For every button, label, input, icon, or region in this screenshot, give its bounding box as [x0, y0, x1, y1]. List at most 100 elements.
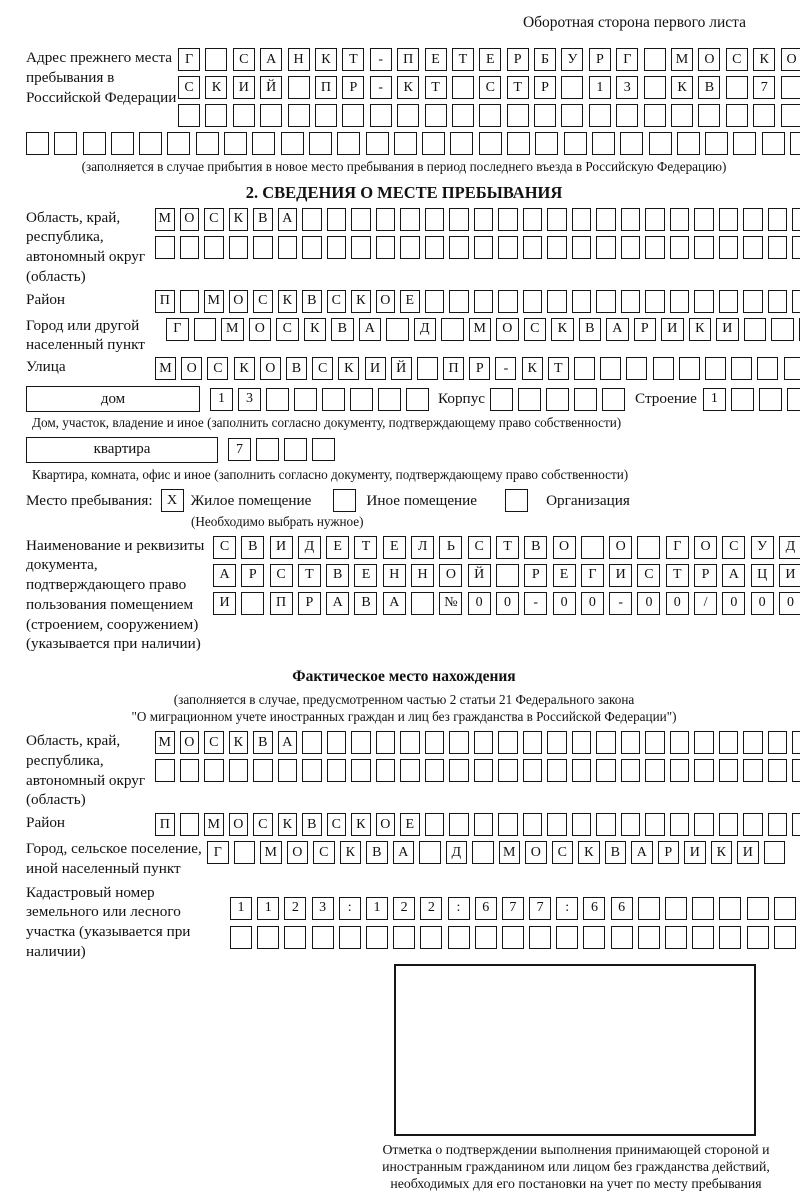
char-cell[interactable]: - [609, 592, 632, 615]
char-cell[interactable] [726, 76, 748, 99]
char-cell[interactable] [394, 132, 417, 155]
char-cell[interactable] [596, 208, 616, 231]
char-cell[interactable]: 6 [475, 897, 497, 920]
char-cell[interactable] [425, 290, 445, 313]
char-cell[interactable] [731, 357, 752, 380]
char-cell[interactable] [351, 759, 371, 782]
char-cell[interactable] [670, 208, 690, 231]
char-cell[interactable] [596, 290, 616, 313]
char-cell[interactable] [411, 592, 434, 615]
char-cell[interactable]: А [383, 592, 406, 615]
char-cell[interactable] [768, 208, 788, 231]
char-cell[interactable]: В [253, 731, 273, 754]
char-cell[interactable] [370, 104, 392, 127]
char-cell[interactable]: М [499, 841, 521, 864]
char-cell[interactable]: К [278, 290, 298, 313]
char-cell[interactable] [507, 104, 529, 127]
char-cell[interactable] [616, 104, 638, 127]
char-cell[interactable] [180, 236, 200, 259]
char-cell[interactable] [425, 236, 445, 259]
char-cell[interactable] [498, 759, 518, 782]
char-cell[interactable] [253, 759, 273, 782]
char-cell[interactable] [774, 926, 796, 949]
char-cell[interactable] [425, 208, 445, 231]
char-cell[interactable]: В [253, 208, 273, 231]
char-cell[interactable]: О [553, 536, 576, 559]
char-cell[interactable] [665, 897, 687, 920]
char-cell[interactable] [621, 208, 641, 231]
char-cell[interactable]: Е [400, 813, 420, 836]
char-cell[interactable] [792, 731, 800, 754]
char-cell[interactable] [719, 813, 739, 836]
char-cell[interactable] [397, 104, 419, 127]
char-cell[interactable] [694, 813, 714, 836]
char-cell[interactable] [768, 813, 788, 836]
char-cell[interactable] [653, 357, 674, 380]
char-cell[interactable]: И [716, 318, 739, 341]
char-cell[interactable]: А [393, 841, 415, 864]
char-cell[interactable] [26, 132, 49, 155]
char-cell[interactable] [547, 290, 567, 313]
char-cell[interactable] [449, 813, 469, 836]
char-cell[interactable]: В [302, 813, 322, 836]
char-cell[interactable]: Г [178, 48, 200, 71]
char-cell[interactable] [229, 236, 249, 259]
char-cell[interactable]: О [376, 813, 396, 836]
char-cell[interactable]: В [579, 318, 602, 341]
char-cell[interactable]: О [496, 318, 519, 341]
char-cell[interactable]: Т [496, 536, 519, 559]
char-cell[interactable]: В [605, 841, 627, 864]
char-cell[interactable] [581, 536, 604, 559]
char-cell[interactable] [284, 438, 307, 461]
char-cell[interactable]: В [286, 357, 307, 380]
char-cell[interactable] [204, 236, 224, 259]
char-cell[interactable] [449, 759, 469, 782]
char-cell[interactable]: 0 [496, 592, 519, 615]
char-cell[interactable]: К [340, 841, 362, 864]
char-cell[interactable] [572, 731, 592, 754]
char-cell[interactable] [547, 731, 567, 754]
char-cell[interactable] [692, 897, 714, 920]
char-cell[interactable]: Е [425, 48, 447, 71]
char-cell[interactable]: В [354, 592, 377, 615]
char-cell[interactable] [376, 759, 396, 782]
char-cell[interactable]: С [253, 290, 273, 313]
char-cell[interactable] [645, 236, 665, 259]
char-cell[interactable]: С [312, 357, 333, 380]
char-cell[interactable]: К [578, 841, 600, 864]
char-cell[interactable] [596, 236, 616, 259]
char-cell[interactable] [312, 438, 335, 461]
char-cell[interactable] [167, 132, 190, 155]
char-cell[interactable]: О [260, 357, 281, 380]
char-cell[interactable]: 0 [581, 592, 604, 615]
char-cell[interactable] [692, 926, 714, 949]
char-cell[interactable] [417, 357, 438, 380]
char-cell[interactable]: К [234, 357, 255, 380]
char-cell[interactable]: Г [666, 536, 689, 559]
char-cell[interactable] [787, 388, 800, 411]
char-cell[interactable]: 6 [611, 897, 633, 920]
char-cell[interactable]: 0 [779, 592, 800, 615]
char-cell[interactable] [425, 731, 445, 754]
char-cell[interactable] [670, 731, 690, 754]
char-cell[interactable] [386, 318, 409, 341]
char-cell[interactable]: Д [779, 536, 800, 559]
char-cell[interactable] [719, 236, 739, 259]
char-cell[interactable]: В [241, 536, 264, 559]
char-cell[interactable]: Р [534, 76, 556, 99]
char-cell[interactable]: К [753, 48, 775, 71]
char-cell[interactable] [638, 926, 660, 949]
char-cell[interactable] [621, 813, 641, 836]
char-cell[interactable]: 7 [502, 897, 524, 920]
char-cell[interactable] [546, 388, 569, 411]
char-cell[interactable] [694, 208, 714, 231]
char-cell[interactable] [224, 132, 247, 155]
char-cell[interactable] [743, 208, 763, 231]
char-cell[interactable] [155, 759, 175, 782]
char-cell[interactable] [743, 731, 763, 754]
char-cell[interactable] [260, 104, 282, 127]
char-cell[interactable]: О [229, 813, 249, 836]
char-cell[interactable] [665, 926, 687, 949]
char-cell[interactable] [322, 388, 345, 411]
char-cell[interactable]: Т [666, 564, 689, 587]
